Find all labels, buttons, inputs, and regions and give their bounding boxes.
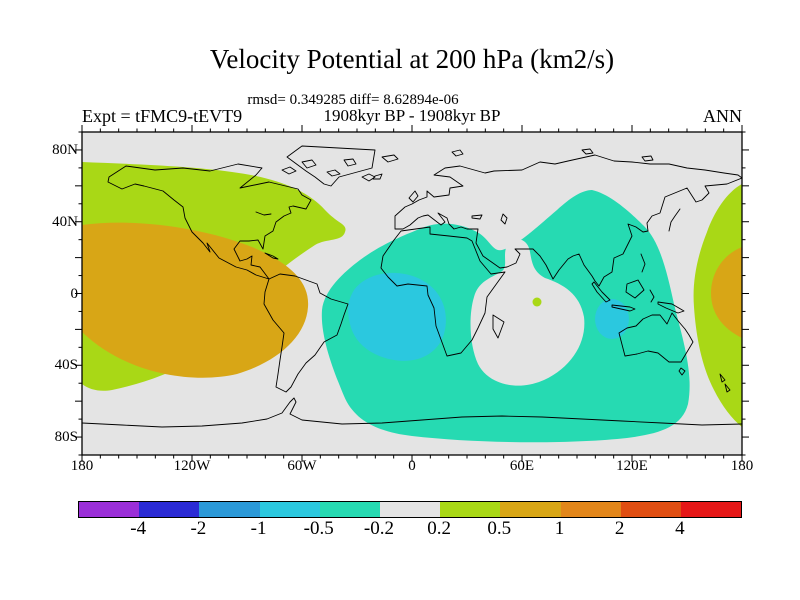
chart-title: Velocity Potential at 200 hPa (km2/s) bbox=[209, 44, 615, 74]
colorbar-label: 0.2 bbox=[427, 518, 451, 539]
y-axis-label: 80S bbox=[54, 429, 78, 446]
colorbar-label: -0.5 bbox=[303, 518, 334, 539]
colorbar-segment bbox=[500, 502, 561, 517]
colorbar-segment bbox=[379, 502, 441, 517]
x-axis-label: 180 bbox=[730, 458, 754, 474]
colorbar-label: -1 bbox=[250, 518, 267, 539]
x-axis-label: 0 bbox=[408, 458, 416, 474]
colorbar-label: 4 bbox=[675, 518, 685, 539]
y-axis-label: 80N bbox=[52, 141, 78, 158]
coastlines bbox=[82, 145, 742, 428]
x-axis-label: 60E bbox=[509, 458, 535, 474]
colorbar-label: -2 bbox=[190, 518, 207, 539]
x-axis-label: 120E bbox=[616, 458, 648, 474]
colorbar-segment bbox=[680, 502, 742, 517]
colorbar-segment bbox=[319, 502, 380, 517]
colorbar-label: 1 bbox=[554, 518, 565, 539]
colorbar-segment bbox=[620, 502, 681, 517]
colorbar-label: -0.2 bbox=[363, 518, 394, 539]
axis-ticks bbox=[75, 125, 749, 462]
x-axis-label: 60W bbox=[287, 458, 317, 474]
colorbar-label: -4 bbox=[130, 518, 147, 539]
experiment-label: Expt = tFMC9-tEVT9 bbox=[82, 106, 243, 126]
colorbar-segment bbox=[139, 502, 200, 517]
colorbar-segment bbox=[440, 502, 501, 517]
colorbar-label: 2 bbox=[614, 518, 625, 539]
fill-gray-indian-ocean-hole bbox=[470, 239, 585, 386]
colorbar bbox=[78, 501, 742, 518]
y-axis-label: 40N bbox=[52, 213, 78, 230]
colorbar-segment bbox=[79, 502, 140, 517]
contour-map bbox=[75, 125, 749, 462]
season-label: ANN bbox=[703, 106, 742, 126]
fill-cyan-atlantic-africa bbox=[348, 272, 446, 361]
colorbar-segment bbox=[259, 502, 320, 517]
x-axis-label: 180 bbox=[70, 458, 94, 474]
fill-yellowgreen-indian-dot bbox=[532, 297, 542, 307]
colorbar-segment bbox=[199, 502, 260, 517]
colorbar-segment bbox=[560, 502, 621, 517]
stats-line: rmsd= 0.349285 diff= 8.62894e-06 bbox=[247, 92, 459, 108]
colorbar-label: 0.5 bbox=[487, 518, 512, 539]
fill-gold-dateline bbox=[711, 247, 742, 338]
y-axis-label: 40S bbox=[54, 357, 78, 374]
y-axis-label: 0 bbox=[70, 285, 79, 302]
map-panel bbox=[72, 122, 752, 465]
run-comparison-label: 1908kyr BP - 1908kyr BP bbox=[323, 106, 501, 125]
x-axis-label: 120W bbox=[173, 458, 211, 474]
